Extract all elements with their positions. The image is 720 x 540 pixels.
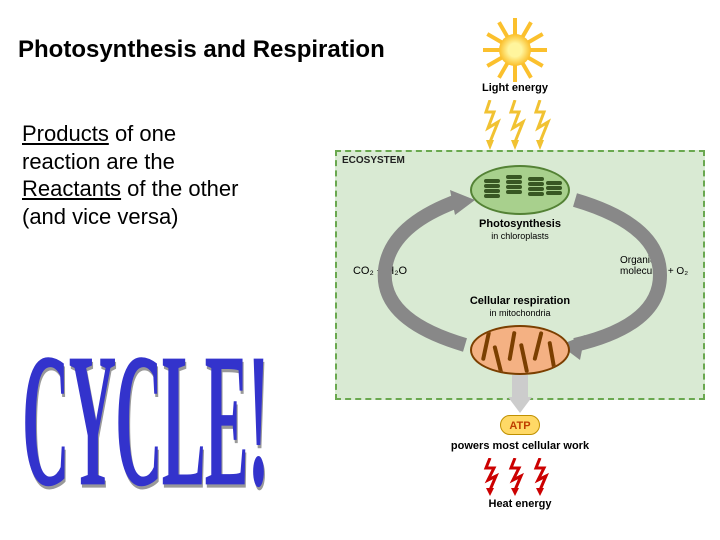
products-word: Products xyxy=(22,121,109,146)
sun-icon xyxy=(485,20,545,80)
body-line1-rest: of one xyxy=(109,121,176,146)
mito-to-atp-arrow-icon xyxy=(500,375,540,415)
light-zigzag-icon xyxy=(480,100,560,150)
body-line4: (and vice versa) xyxy=(22,204,179,229)
respiration-label: Cellular respiration in mitochondria xyxy=(450,295,590,319)
body-line3-rest: of the other xyxy=(121,176,238,201)
cycle-diagram: Light energy ECOSYSTEM Photosynthesis in… xyxy=(330,20,710,520)
reactants-word: Reactants xyxy=(22,176,121,201)
respiration-sublabel: in mitochondria xyxy=(489,308,550,318)
atp-caption: powers most cellular work xyxy=(430,440,610,452)
ecosystem-label: ECOSYSTEM xyxy=(342,155,405,166)
heat-energy-label: Heat energy xyxy=(470,498,570,510)
atp-badge: ATP xyxy=(500,415,540,435)
heat-zigzag-icon xyxy=(480,458,560,496)
light-energy-label: Light energy xyxy=(460,82,570,94)
body-line2: reaction are the xyxy=(22,149,175,174)
body-text: Products of one reaction are the Reactan… xyxy=(22,120,322,230)
mitochondrion-icon xyxy=(470,325,570,375)
respiration-label-text: Cellular respiration xyxy=(470,295,570,307)
cycle-wordart: CYCLE! xyxy=(22,310,268,531)
